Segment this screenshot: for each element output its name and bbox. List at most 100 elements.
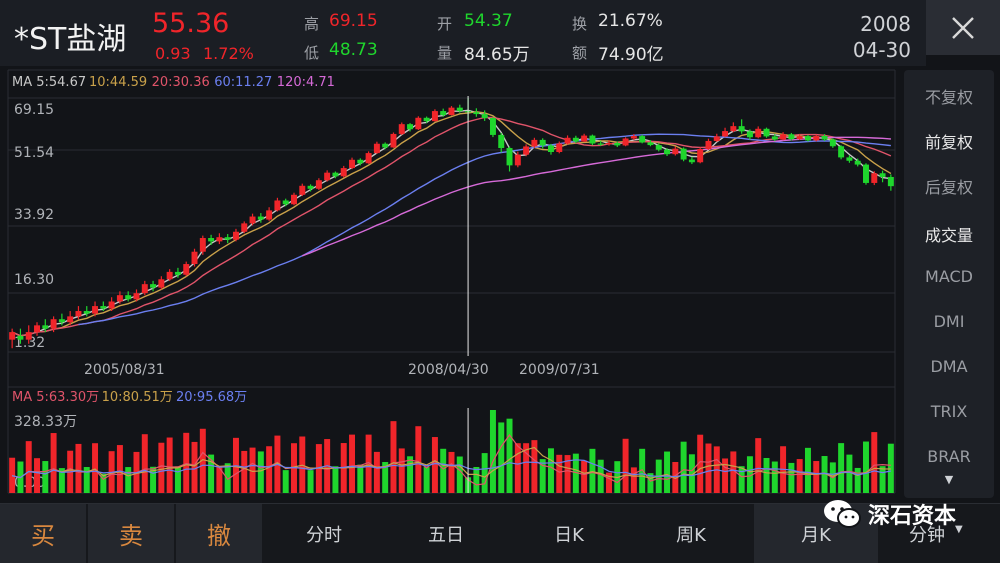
volume-bar [208,454,215,493]
sidebar-item-dma[interactable]: DMA [930,357,968,376]
volume-ma-line [11,459,892,479]
candle-body [473,112,480,115]
minute-dropdown-icon[interactable]: ▼ [955,524,963,535]
sidebar-item-forward-adjust[interactable]: 前复权 [924,133,973,152]
sidebar-item-no-adjust[interactable]: 不复权 [924,88,973,107]
candle-body [67,316,74,323]
sidebar-item-volume[interactable]: 成交量 [924,226,973,245]
candle [523,144,530,157]
candle [879,170,886,183]
cancel-order-button[interactable]: 撤 [176,504,262,563]
selected-date: 04-30 [852,38,911,62]
volume-bar [407,456,414,493]
volume-bar [871,432,878,493]
volume-bar [738,466,745,493]
candle [373,141,380,154]
volume-legend-item: MA 5:63.30万 [12,390,99,405]
volume-bar [506,418,513,493]
tab-intraday[interactable]: 分时 [306,524,342,546]
candle-body [680,148,687,160]
volume-bar [647,473,654,493]
candle [564,135,571,145]
candle [92,301,99,317]
close-button[interactable] [926,0,1000,55]
candle [282,198,289,207]
candle [473,108,480,117]
candle [291,192,297,206]
tab-daily-k[interactable]: 日K [554,524,584,546]
candle [672,146,679,156]
sidebar-item-dmi[interactable]: DMI [933,312,965,331]
sidebar-more-icon[interactable]: ▼ [944,473,954,486]
volume-bar [788,462,795,493]
candle-body [191,251,198,265]
buy-button[interactable]: 买 [0,504,86,563]
volume-bar [697,434,704,493]
candle [75,306,82,320]
candle [771,134,778,142]
volume-bar [473,466,480,493]
candle [133,289,140,302]
sidebar-item-trix[interactable]: TRIX [930,402,968,421]
candle-body [564,137,571,144]
candle [746,129,753,140]
candle-body [763,128,770,137]
volume-bar [539,459,546,493]
candle-body [547,145,554,153]
candle-body [871,173,878,183]
candle [481,110,488,121]
tab-weekly-k[interactable]: 周K [676,524,706,546]
volume-bar [514,443,521,493]
volume-bar [597,459,604,493]
candle-body [589,135,596,144]
volume-bar [158,442,165,493]
candle [158,276,165,290]
candle-body [116,295,123,302]
sidebar-item-macd[interactable]: MACD [925,267,973,286]
candle [780,132,787,141]
ma-legend-item: 60:11.27 [214,75,272,90]
sidebar-item-brar[interactable]: BRAR [927,447,971,466]
candle [299,183,306,197]
volume-bar [630,467,637,493]
volume-bar [771,461,778,493]
stock-name: *ST盐湖 [14,22,127,57]
candle [755,126,762,139]
amount-label: 额 [572,44,588,62]
candle-body [572,137,579,142]
candle [664,148,671,157]
sidebar-item-backward-adjust[interactable]: 后复权 [924,178,973,197]
candle [108,297,115,312]
candle-body [282,200,289,205]
candle-body [489,118,496,135]
volume-bar [589,448,596,493]
volume-bar [887,443,894,493]
candle [804,134,811,142]
candle [407,123,414,132]
kline-chart[interactable]: MA 5:54.67 10:44.59 20:30.36 60:11.27 120:4.… [0,0,1000,503]
candle [506,146,513,172]
sell-button[interactable]: 卖 [88,504,174,563]
indicator-sidebar: 不复权 前复权 后复权 成交量 MACD DMI DMA TRIX BRAR ▼ [904,70,994,498]
volume-bar [639,448,646,493]
volume-bar [199,428,206,493]
candle [531,137,538,148]
candle-body [315,180,322,189]
volume-bar [357,464,364,493]
open-label: 开 [437,15,453,33]
tab-minute[interactable]: 分钟 [909,524,945,546]
candle-body [92,306,99,314]
candle-body [365,153,372,164]
wechat-icon [824,500,861,528]
candle [456,104,463,113]
candle-body [373,143,380,154]
tab-five-day[interactable]: 五日 [428,524,464,546]
candle [440,108,447,117]
candle [655,143,662,152]
candle [813,134,820,142]
candle-body [738,126,745,132]
candle [58,313,65,326]
candle-body [9,332,16,340]
candle-body [771,136,778,140]
candle [871,171,878,186]
